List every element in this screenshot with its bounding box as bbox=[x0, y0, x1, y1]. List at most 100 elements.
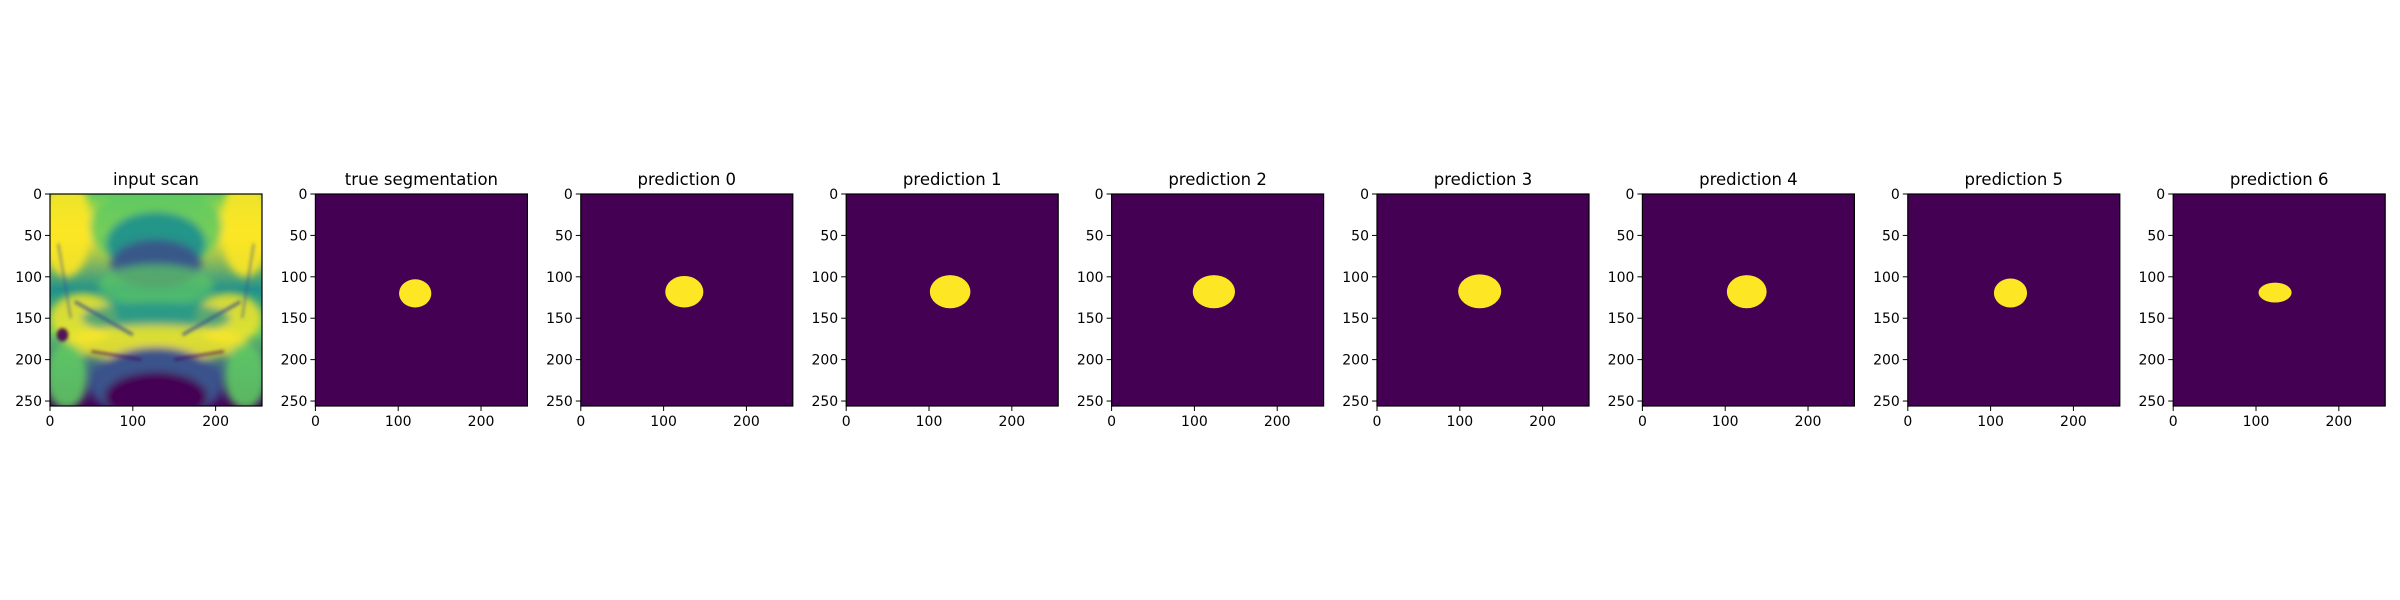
y-tick-label: 150 bbox=[1608, 311, 1635, 327]
panel-image bbox=[846, 194, 1059, 406]
panel-image bbox=[1111, 194, 1324, 406]
y-tick-label: 0 bbox=[2156, 187, 2165, 203]
y-tick-label: 0 bbox=[298, 187, 307, 203]
segmentation-mask bbox=[1993, 278, 2028, 308]
y-tick-label: 150 bbox=[15, 311, 42, 327]
y-tick-label: 0 bbox=[1891, 187, 1900, 203]
x-tick-label: 100 bbox=[1977, 414, 2004, 430]
panel-6: prediction 4 0 100 200 0 50 100 150 200 250 bbox=[1608, 170, 1856, 430]
y-tick-label: 250 bbox=[15, 394, 42, 410]
panel-2: prediction 0 0 100 200 0 50 100 150 200 250 bbox=[546, 170, 794, 430]
axes-frame bbox=[1907, 193, 2121, 407]
y-tick-label: 150 bbox=[281, 311, 308, 327]
x-tick-label: 0 bbox=[311, 414, 320, 430]
x-tick-label: 100 bbox=[119, 414, 146, 430]
panel-8: prediction 6 0 100 200 0 50 100 150 200 250 bbox=[2138, 170, 2386, 430]
y-tick-label: 50 bbox=[1617, 228, 1635, 244]
x-tick-label: 0 bbox=[1638, 414, 1647, 430]
y-tick-label: 50 bbox=[2147, 228, 2165, 244]
y-tick-label: 150 bbox=[1873, 311, 1900, 327]
y-tick-label: 250 bbox=[1077, 394, 1104, 410]
segmentation-mask bbox=[399, 279, 432, 308]
x-tick-label: 200 bbox=[1529, 414, 1556, 430]
x-tick-label: 0 bbox=[576, 414, 585, 430]
panel-image bbox=[1377, 194, 1589, 406]
panel-3: prediction 1 0 100 200 0 50 100 150 200 250 bbox=[811, 170, 1059, 430]
y-tick-label: 250 bbox=[281, 394, 308, 410]
axes-frame bbox=[1376, 193, 1590, 407]
x-tick-label: 100 bbox=[1446, 414, 1473, 430]
panel-5: prediction 3 0 100 200 0 50 100 150 200 250 bbox=[1342, 170, 1590, 430]
x-tick-label: 0 bbox=[1373, 414, 1382, 430]
panel-title: input scan bbox=[113, 170, 199, 189]
axes-frame bbox=[314, 193, 528, 407]
y-tick-label: 200 bbox=[1342, 353, 1369, 369]
y-tick-label: 150 bbox=[1077, 311, 1104, 327]
panel-title: true segmentation bbox=[345, 170, 498, 189]
y-tick-label: 50 bbox=[555, 228, 573, 244]
y-tick-label: 50 bbox=[24, 228, 42, 244]
axes-frame bbox=[2172, 193, 2386, 407]
x-tick-label: 200 bbox=[468, 414, 495, 430]
y-tick-label: 100 bbox=[1077, 270, 1104, 286]
segmentation-mask bbox=[1726, 275, 1767, 309]
y-tick-label: 50 bbox=[1351, 228, 1369, 244]
y-tick-label: 50 bbox=[1086, 228, 1104, 244]
segmentation-mask bbox=[1192, 275, 1235, 309]
panel-1: true segmentation 0 100 200 0 50 100 150 200 250 bbox=[281, 170, 528, 430]
segmentation-mask bbox=[1458, 274, 1502, 309]
x-tick-label: 100 bbox=[1712, 414, 1739, 430]
axes-frame bbox=[49, 193, 263, 407]
y-tick-label: 200 bbox=[1608, 353, 1635, 369]
x-tick-label: 200 bbox=[2325, 414, 2352, 430]
y-tick-label: 200 bbox=[1077, 353, 1104, 369]
y-tick-label: 100 bbox=[1342, 270, 1369, 286]
x-tick-label: 200 bbox=[2060, 414, 2087, 430]
panel-image bbox=[315, 194, 528, 406]
y-tick-label: 150 bbox=[546, 311, 573, 327]
y-tick-label: 150 bbox=[1342, 311, 1369, 327]
y-tick-label: 0 bbox=[1360, 187, 1369, 203]
y-tick-label: 100 bbox=[811, 270, 838, 286]
y-tick-label: 200 bbox=[1873, 353, 1900, 369]
x-tick-label: 100 bbox=[385, 414, 412, 430]
y-tick-label: 100 bbox=[281, 270, 308, 286]
x-tick-label: 0 bbox=[842, 414, 851, 430]
panel-title: prediction 5 bbox=[1965, 170, 2064, 189]
segmentation-mask bbox=[665, 275, 704, 308]
axes-frame bbox=[845, 193, 1059, 407]
y-tick-label: 200 bbox=[811, 353, 838, 369]
y-tick-label: 100 bbox=[546, 270, 573, 286]
x-tick-label: 100 bbox=[1181, 414, 1208, 430]
x-tick-label: 200 bbox=[202, 414, 229, 430]
y-tick-label: 250 bbox=[546, 394, 573, 410]
panel-title: prediction 0 bbox=[638, 170, 737, 189]
y-tick-label: 0 bbox=[33, 187, 42, 203]
y-tick-label: 50 bbox=[820, 228, 838, 244]
axes-frame bbox=[1110, 193, 1325, 407]
x-tick-label: 100 bbox=[2243, 414, 2270, 430]
panel-title: prediction 6 bbox=[2230, 170, 2329, 189]
y-tick-label: 100 bbox=[1873, 270, 1900, 286]
y-tick-label: 150 bbox=[811, 311, 838, 327]
y-tick-label: 100 bbox=[15, 270, 42, 286]
y-tick-label: 50 bbox=[290, 228, 308, 244]
y-tick-label: 0 bbox=[564, 187, 573, 203]
axes-frame bbox=[1641, 193, 1856, 407]
y-tick-label: 150 bbox=[2138, 311, 2165, 327]
y-tick-label: 200 bbox=[2138, 353, 2165, 369]
y-tick-label: 250 bbox=[1342, 394, 1369, 410]
y-tick-label: 0 bbox=[1095, 187, 1104, 203]
y-tick-label: 100 bbox=[1608, 270, 1635, 286]
y-tick-label: 250 bbox=[1873, 394, 1900, 410]
panel-image bbox=[1907, 194, 2120, 406]
x-tick-label: 0 bbox=[1903, 414, 1912, 430]
x-tick-label: 100 bbox=[650, 414, 677, 430]
x-tick-label: 0 bbox=[2169, 414, 2178, 430]
y-tick-label: 200 bbox=[546, 353, 573, 369]
y-tick-label: 0 bbox=[829, 187, 838, 203]
y-tick-label: 250 bbox=[2138, 394, 2165, 410]
y-tick-label: 250 bbox=[811, 394, 838, 410]
x-tick-label: 100 bbox=[916, 414, 943, 430]
panel-0: input scan 0 100 200 0 50 100 150 200 250 bbox=[15, 170, 263, 430]
